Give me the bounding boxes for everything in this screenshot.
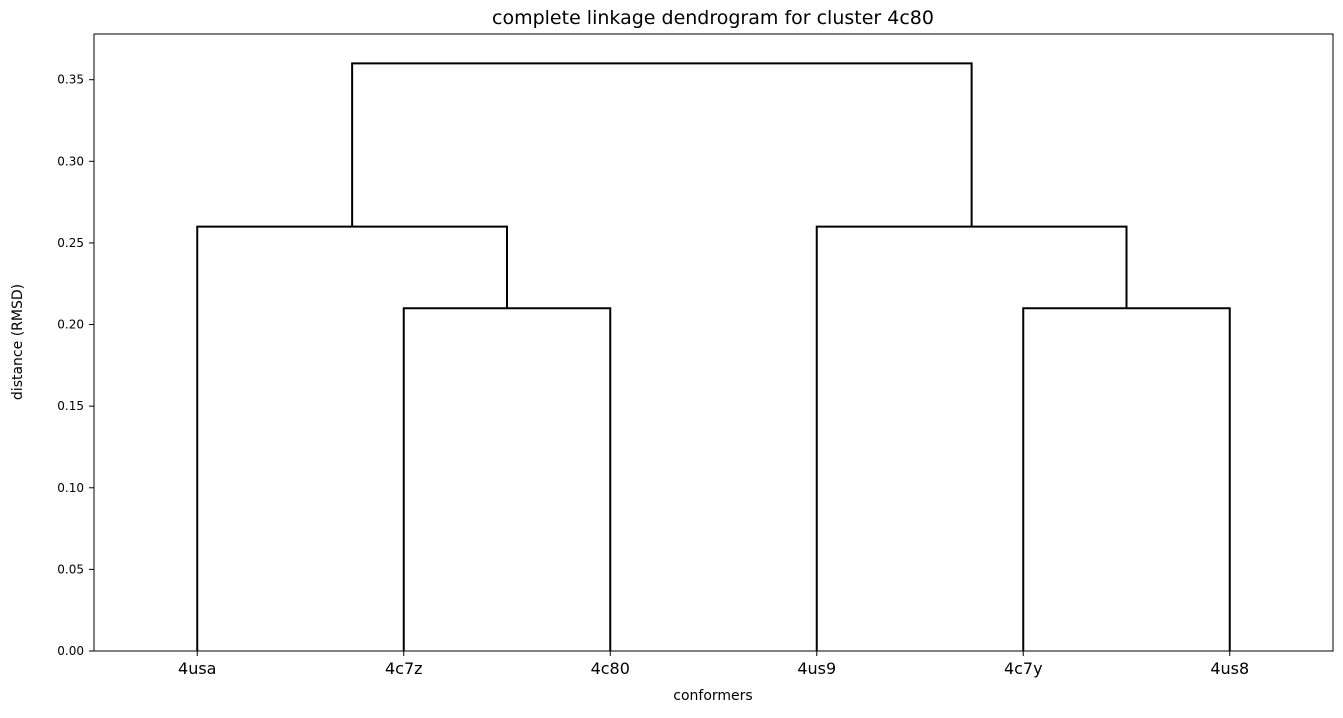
dendrogram-link-2 <box>1022 307 1231 651</box>
y-axis: 0.00 0.05 0.10 0.15 0.20 0.25 0.30 0.35 <box>57 73 94 658</box>
leaf-label-4us8: 4us8 <box>1210 659 1249 678</box>
y-axis-label: distance (RMSD) <box>10 284 26 400</box>
y-tick-label: 0.30 <box>57 154 84 168</box>
y-tick-label: 0.25 <box>57 236 84 250</box>
x-axis: 4usa 4c7z 4c80 4us9 4c7y 4us8 <box>178 651 1249 678</box>
x-axis-label: conformers <box>673 688 752 704</box>
y-tick-label: 0.20 <box>57 318 84 332</box>
plot-frame <box>93 33 1334 652</box>
y-tick-label: 0.15 <box>57 399 84 413</box>
dendrogram-link-3 <box>196 225 508 651</box>
dendrogram-link-1 <box>402 307 612 651</box>
leaf-label-4c7z: 4c7z <box>385 659 423 678</box>
dendrogram-link-4 <box>815 225 1128 651</box>
chart-title: complete linkage dendrogram for cluster … <box>492 7 934 29</box>
y-tick-label: 0.35 <box>57 73 84 87</box>
leaf-label-4c80: 4c80 <box>591 659 630 678</box>
leaf-label-4us9: 4us9 <box>797 659 836 678</box>
y-tick-label: 0.10 <box>57 481 84 495</box>
y-tick-label: 0.05 <box>57 562 84 576</box>
leaf-label-4c7y: 4c7y <box>1004 659 1043 678</box>
dendrogram-link-5 <box>351 62 973 227</box>
leaf-label-4usa: 4usa <box>178 659 216 678</box>
dendrogram-links <box>196 62 1231 651</box>
y-tick-label: 0.00 <box>57 644 84 658</box>
